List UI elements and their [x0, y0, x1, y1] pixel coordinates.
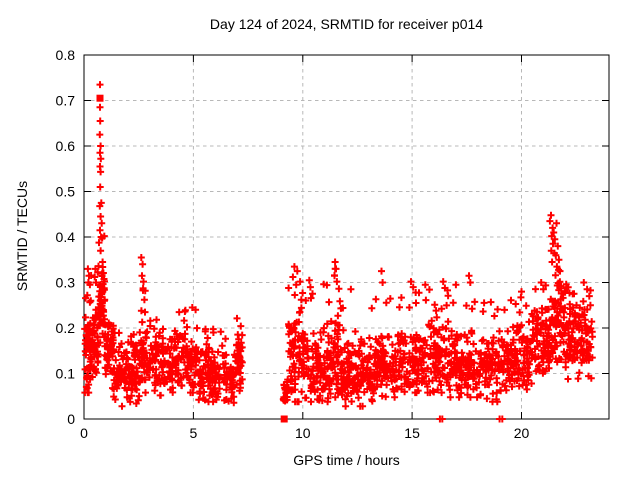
y-tick-label: 0.5 [56, 184, 76, 200]
x-tick-label: 10 [295, 425, 311, 441]
chart-title: Day 124 of 2024, SRMTID for receiver p01… [209, 16, 484, 32]
y-tick-label: 0.3 [56, 275, 76, 291]
square-marker [280, 415, 288, 423]
grid-lines [84, 55, 609, 419]
tick-labels: 0 5 10 15 20 0 0.1 0.2 0.3 0.4 0.5 0.6 0.7 0.8 [56, 47, 530, 441]
data-points [81, 81, 596, 423]
x-axis-label: GPS time / hours [293, 452, 400, 468]
y-tick-label: 0.8 [56, 47, 76, 63]
x-tick-label: 5 [190, 425, 198, 441]
x-tick-label: 0 [80, 425, 88, 441]
scatter-markers [81, 81, 596, 423]
square-marker [96, 94, 104, 102]
y-tick-label: 0.7 [56, 93, 76, 109]
y-tick-label: 0.6 [56, 138, 76, 154]
y-tick-label: 0 [67, 411, 75, 427]
x-tick-label: 20 [514, 425, 530, 441]
x-tick-label: 15 [404, 425, 420, 441]
y-tick-label: 0.2 [56, 320, 76, 336]
y-tick-label: 0.4 [56, 229, 76, 245]
y-tick-label: 0.1 [56, 366, 76, 382]
